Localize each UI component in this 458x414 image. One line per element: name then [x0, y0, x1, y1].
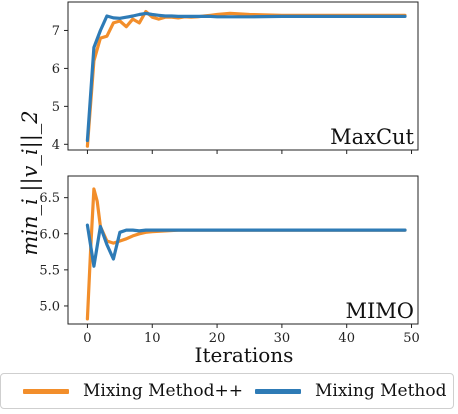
y-tick-label: 5.0 [39, 299, 60, 314]
series-line-mixing-method [85, 223, 407, 268]
y-tick-label: 6.5 [39, 191, 60, 206]
x-axis-label: Iterations [195, 343, 294, 367]
x-tick-label: 50 [403, 331, 420, 346]
x-tick-label: 20 [209, 331, 226, 346]
panel-mimo: 5.0 5.5 6.0 6.5 0 10 20 30 40 50 MIMO [39, 175, 420, 346]
legend-swatch-mixing-method-pp [23, 388, 69, 394]
legend: Mixing Method++ Mixing Method [0, 373, 454, 409]
y-axis-label: min_i ||v_i||_2 [18, 110, 43, 255]
legend-label-mixing-method-pp: Mixing Method++ [83, 381, 243, 401]
plot-frame [67, 175, 419, 325]
x-tick-label: 40 [338, 331, 355, 346]
y-tick-label: 5.5 [39, 263, 60, 278]
x-tick-label: 30 [274, 331, 291, 346]
series-line-mixing-method [85, 11, 407, 143]
y-tick-label: 6.0 [39, 227, 60, 242]
legend-label-mixing-method: Mixing Method [315, 381, 447, 401]
legend-item-mixing-method-pp: Mixing Method++ [23, 374, 243, 408]
panel-title: MaxCut [330, 125, 414, 149]
y-tick-label: 6 [52, 62, 60, 77]
legend-item-mixing-method: Mixing Method [255, 374, 446, 408]
y-tick-label: 5 [52, 100, 60, 115]
x-tick-label: 0 [83, 331, 91, 346]
figure: min_i ||v_i||_2 4 5 6 7 MaxCut 5.0 5.5 6.0 6.5 0… [18, 1, 420, 367]
x-tick-label: 10 [144, 331, 161, 346]
panel-title: MIMO [345, 299, 414, 323]
legend-swatch-mixing-method [255, 388, 301, 394]
y-tick-label: 4 [52, 138, 60, 153]
plot-frame [67, 1, 419, 151]
y-tick-label: 7 [52, 24, 60, 39]
panel-maxcut: 4 5 6 7 MaxCut [52, 1, 419, 154]
